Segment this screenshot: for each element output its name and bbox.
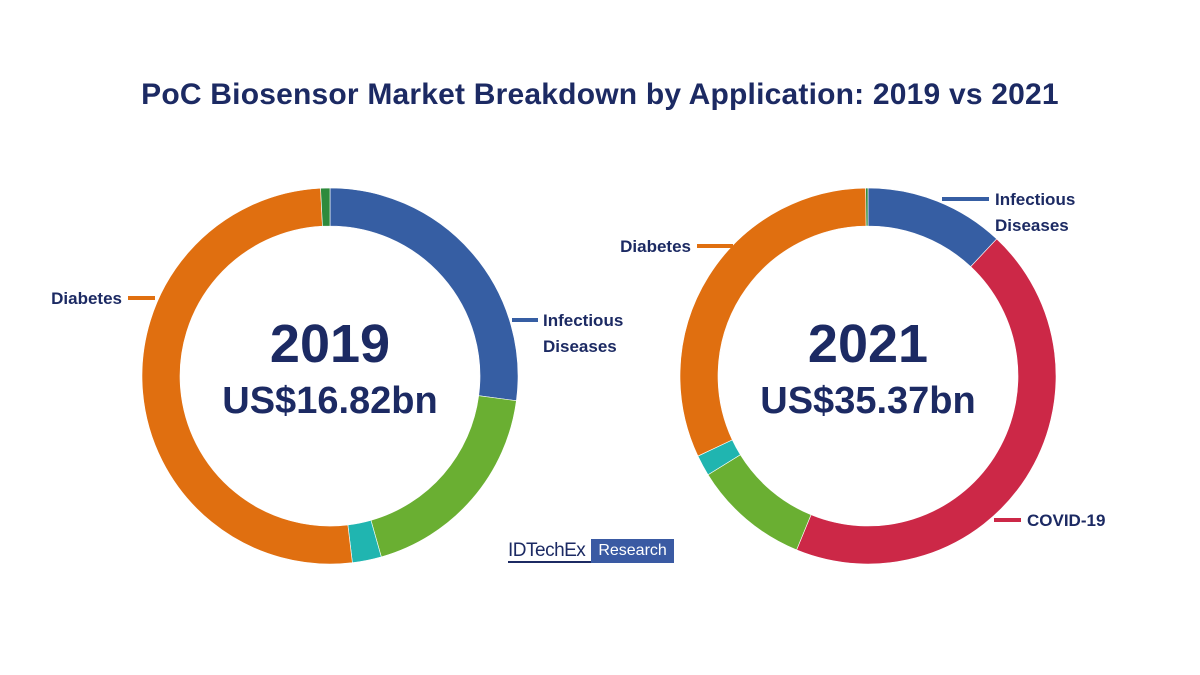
callout-label-infectious-2021-line2: Diseases [995,216,1069,235]
donut-slice-2021-covid-19 [796,238,1057,565]
donut-chart-2021: 2021 US$35.37bn Infectious Diseases COVI… [620,187,1105,565]
brand-name: IDTechEx [508,539,592,563]
brand-logo: IDTechEx Research [508,539,674,563]
callout-label-infectious-2019-line2: Diseases [543,337,617,356]
center-year-2021: 2021 [808,314,928,374]
callout-label-infectious-2021-line1: Infectious [995,190,1075,209]
donut-slice-2021-segment-2 [707,454,812,551]
callout-label-covid-2021: COVID-19 [1027,511,1105,530]
callout-label-diabetes-2019: Diabetes [51,289,122,308]
donut-slice-2019-diabetes [141,187,353,565]
center-total-2019: US$16.82bn [222,380,437,422]
brand-tag: Research [591,539,674,563]
callout-label-infectious-2019-line1: Infectious [543,311,623,330]
callout-label-diabetes-2021: Diabetes [620,237,691,256]
donut-chart-2019: 2019 US$16.82bn Infectious Diseases Diab… [51,187,623,565]
donut-slice-2019-segment-4 [320,187,331,227]
chart-title: PoC Biosensor Market Breakdown by Applic… [141,78,1059,111]
donut-slice-2021-segment-5 [865,187,869,227]
center-total-2021: US$35.37bn [760,380,975,422]
center-year-2019: 2019 [270,314,390,374]
